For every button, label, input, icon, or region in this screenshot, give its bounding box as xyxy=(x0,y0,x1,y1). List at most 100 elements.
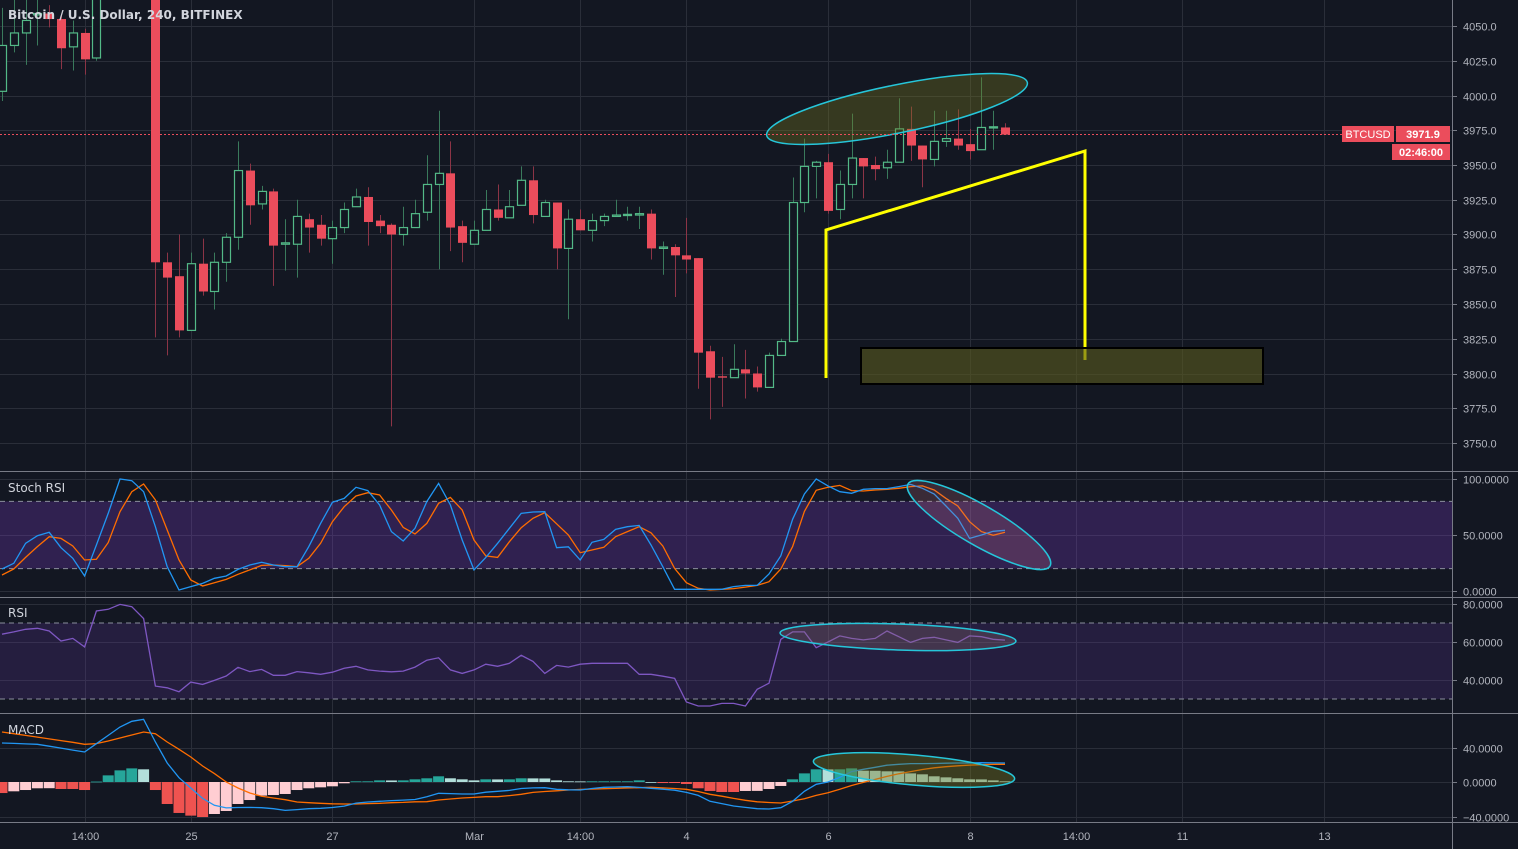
candle-body-down xyxy=(647,213,656,249)
candle xyxy=(563,209,574,320)
rsi-highlight-ellipse[interactable] xyxy=(779,620,1017,654)
candle-body-up xyxy=(941,137,952,142)
candle-body-up xyxy=(540,201,551,218)
candle-body-down xyxy=(81,32,90,60)
macd-histogram-bar xyxy=(527,778,539,782)
macd-histogram-bar xyxy=(857,770,869,782)
macd-line xyxy=(1,718,1006,812)
macd-histogram-bar xyxy=(539,778,551,782)
macd-histogram-bar xyxy=(102,775,114,782)
candle-body-down xyxy=(458,226,467,243)
countdown-badge xyxy=(1392,144,1450,160)
candle xyxy=(718,356,727,407)
stoch-highlight-ellipse[interactable] xyxy=(898,467,1060,584)
macd-signal-line xyxy=(1,731,1006,805)
candle-body-up xyxy=(729,368,740,379)
stoch-k-line xyxy=(1,478,1006,591)
support-zone-rectangle[interactable] xyxy=(860,347,1264,385)
candle xyxy=(694,258,703,389)
candle xyxy=(799,138,810,213)
candle xyxy=(9,0,20,53)
time-tick-label: 14:00 xyxy=(567,831,595,843)
candle-body-down xyxy=(907,128,916,146)
yellow-trend-path[interactable] xyxy=(824,148,1087,378)
candle xyxy=(446,141,455,252)
rsi-pane[interactable] xyxy=(1,603,1006,707)
candle-body-down xyxy=(694,258,703,353)
macd-histogram-bar xyxy=(291,782,303,791)
macd-histogram-bar xyxy=(303,782,315,789)
candle-body-down xyxy=(553,202,562,249)
candle-body-down xyxy=(446,173,455,228)
macd-histogram-bar xyxy=(928,776,940,782)
candle-body-up xyxy=(327,226,338,240)
price-highlight-ellipse[interactable] xyxy=(762,59,1032,159)
y-tick-label: 3775.0 xyxy=(1463,404,1497,416)
candle-body-up xyxy=(764,354,775,388)
candle-body-down xyxy=(741,369,750,374)
candle xyxy=(764,352,775,388)
price-pane[interactable] xyxy=(0,0,1010,427)
stoch-band xyxy=(0,501,1452,569)
candle-body-down xyxy=(671,247,680,256)
candle xyxy=(175,234,184,338)
candle xyxy=(788,177,799,343)
macd-highlight-ellipse[interactable] xyxy=(812,746,1016,793)
candle-body-down xyxy=(494,209,503,218)
stoch-rsi-label: Stoch RSI xyxy=(8,481,66,495)
candle-body-down xyxy=(966,144,975,152)
candle xyxy=(151,0,160,338)
y-tick-label: 4025.0 xyxy=(1463,57,1497,69)
y-tick-label: 3825.0 xyxy=(1463,335,1497,347)
time-tick-label: 14:00 xyxy=(72,831,100,843)
y-tick-label: 4000.0 xyxy=(1463,92,1497,104)
y-tick-label: 3925.0 xyxy=(1463,196,1497,208)
macd-histogram-bar xyxy=(43,782,55,789)
candle-body-down xyxy=(718,376,727,378)
y-tick-label: 100.0000 xyxy=(1463,475,1509,487)
candle xyxy=(32,0,43,46)
macd-histogram-bar xyxy=(798,773,810,782)
candle-body-down xyxy=(45,13,54,20)
macd-histogram-bar xyxy=(503,779,515,782)
macd-histogram-bar xyxy=(515,778,527,782)
macd-histogram-bar xyxy=(846,768,858,782)
candle-body-up xyxy=(257,190,268,205)
macd-histogram-bar xyxy=(232,782,244,804)
macd-histogram-bar xyxy=(197,782,209,818)
candle xyxy=(894,98,905,163)
macd-histogram-bar xyxy=(645,782,657,783)
candle-body-up xyxy=(351,196,362,208)
candle xyxy=(280,219,291,271)
candle xyxy=(671,244,680,298)
macd-histogram-bar xyxy=(940,777,952,782)
candle-body-up xyxy=(611,214,622,218)
rsi-label: RSI xyxy=(8,606,28,620)
stoch-rsi-pane[interactable] xyxy=(1,478,1006,591)
candle-body-up xyxy=(811,161,822,167)
macd-histogram-bar xyxy=(31,782,43,789)
macd-histogram-bar xyxy=(0,782,8,794)
macd-histogram-bar xyxy=(739,782,751,791)
candle-body-up xyxy=(634,213,645,216)
candle xyxy=(233,141,244,250)
candle-body-up xyxy=(835,183,846,211)
candle-body-up xyxy=(799,165,810,204)
y-tick-label: 3950.0 xyxy=(1463,161,1497,173)
candle xyxy=(941,110,952,147)
candle-body-down xyxy=(57,19,66,49)
macd-histogram-bar xyxy=(975,779,987,782)
candle xyxy=(45,5,54,28)
candle xyxy=(835,170,846,220)
candle xyxy=(504,190,515,219)
drawings[interactable] xyxy=(762,59,1264,794)
macd-pane[interactable] xyxy=(0,718,1011,818)
candle xyxy=(458,220,467,263)
candle-body-up xyxy=(339,208,350,229)
macd-histogram-bar xyxy=(869,770,881,782)
time-tick-label: 8 xyxy=(967,831,973,843)
candle-body-up xyxy=(622,213,633,217)
